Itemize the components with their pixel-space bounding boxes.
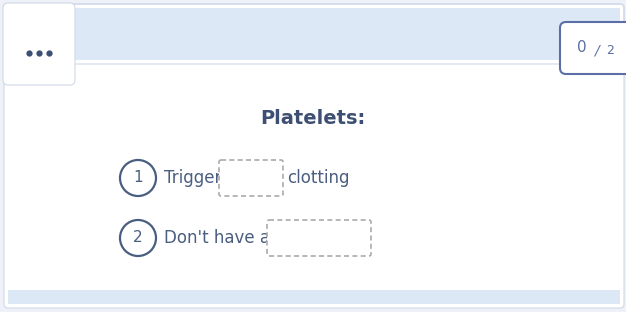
FancyBboxPatch shape [267,220,371,256]
Text: 2: 2 [606,45,614,57]
FancyBboxPatch shape [4,4,624,308]
Text: clotting: clotting [287,169,349,187]
Text: 1: 1 [133,170,143,186]
Bar [8,290,620,304]
Text: Platelets:: Platelets: [260,109,366,128]
Text: /: / [593,43,598,57]
Text: Trigger: Trigger [164,169,227,187]
FancyBboxPatch shape [3,3,75,85]
Text: Don't have a: Don't have a [164,229,275,247]
FancyBboxPatch shape [219,160,283,196]
Bar [8,8,620,60]
Text: 2: 2 [133,231,143,246]
FancyBboxPatch shape [560,22,626,74]
Text: 0: 0 [577,41,587,56]
